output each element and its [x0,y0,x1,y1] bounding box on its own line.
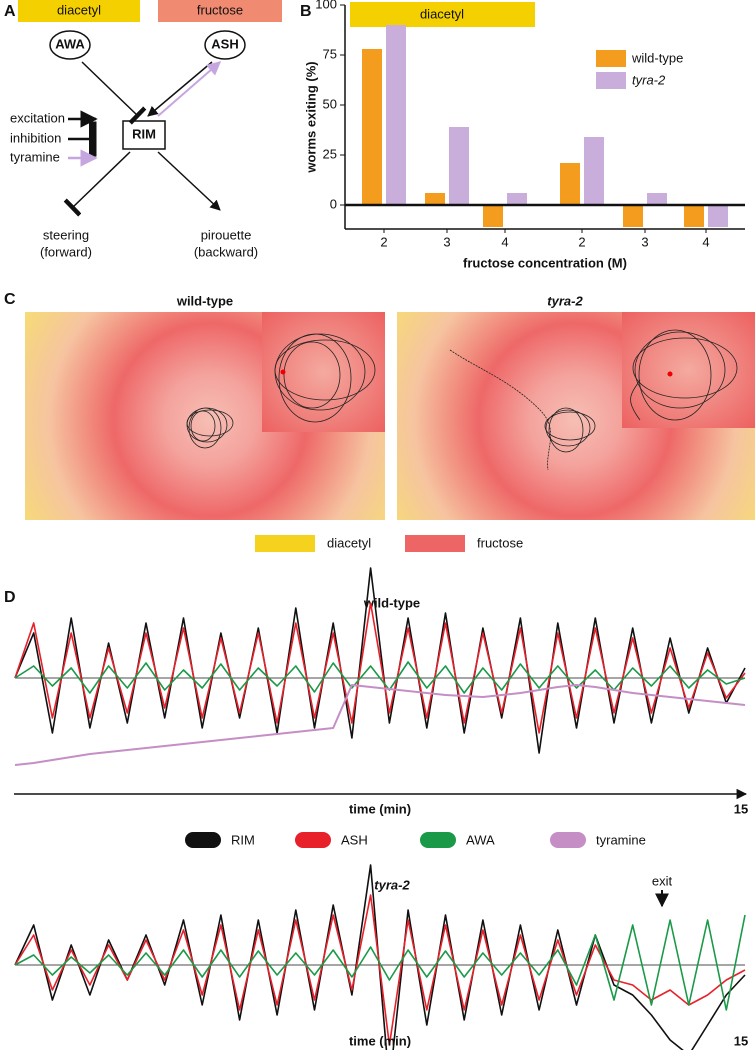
panel-label: D [4,589,16,606]
image-title: tyra-2 [547,293,583,308]
inhibition-edge [81,61,147,125]
annotation-box [350,2,535,27]
y-tick-label: 0 [330,196,337,211]
y-axis-label: worms exiting (%) [303,61,318,173]
y-tick-label: 50 [323,96,337,111]
legend-swatch [550,832,586,848]
excitation-edge [147,61,213,117]
bar [560,163,580,205]
activity-trace [14,864,746,1050]
node [49,30,91,60]
bar [362,49,382,205]
stimulus-box [18,0,140,22]
activity-trace [14,661,746,694]
legend-label: AWA [466,832,495,847]
stimulus-box [158,0,282,22]
start-point [667,371,673,377]
legend-label: wild-type [631,50,683,65]
legend-label: excitation [10,110,65,125]
start-point [280,369,286,375]
legend-swatch [596,72,626,89]
inhibition-edge [63,151,131,217]
stimulus-label: fructose [197,2,243,17]
legend-swatch [255,535,315,552]
bar [425,193,445,205]
legend-label: tyra-2 [632,72,666,87]
bar [647,193,667,205]
y-tick-label: 25 [323,146,337,161]
legend-swatch [596,50,626,67]
legend-swatch [420,832,456,848]
tyramine-trace [14,684,746,766]
bar [386,25,406,205]
node-label: ASH [211,36,238,51]
x-tick-label: 15 [734,1033,748,1048]
bar [684,205,704,227]
output-label: steering [43,227,89,242]
panel-label: B [300,3,312,20]
node-label: AWA [55,36,85,51]
trajectory [186,329,738,471]
legend-swatch [295,832,331,848]
legend-swatch [405,535,465,552]
x-axis-label: time (min) [349,801,411,816]
legend-label: ASH [341,832,368,847]
legend-label: diacetyl [327,535,371,550]
node [204,30,246,60]
y-tick-label: 100 [315,0,337,11]
x-axis-label: time (min) [349,1033,411,1048]
activity-trace [14,602,746,734]
x-tick-label: 3 [641,234,648,249]
output-label: (backward) [194,244,258,259]
output-label: pirouette [201,227,252,242]
node-label: RIM [132,126,156,141]
x-tick-label: 3 [443,234,450,249]
legend-label: inhibition [10,130,61,145]
legend-label: RIM [231,832,255,847]
bar [483,205,503,227]
legend-label: fructose [477,535,523,550]
trace-title: wild-type [363,595,420,610]
x-axis-label: fructose concentration (M) [463,255,627,270]
x-tick-label: 4 [501,234,508,249]
bar [507,193,527,205]
stimulus-label: diacetyl [57,2,101,17]
activity-trace [14,894,746,1046]
legend-label: tyramine [596,832,646,847]
bar [584,137,604,205]
x-tick-label: 2 [578,234,585,249]
legend-label: tyramine [10,149,60,164]
inset-image [262,312,385,432]
bar [708,205,728,227]
tyramine-edge [157,61,222,117]
x-tick-label: 2 [380,234,387,249]
trace-title: tyra-2 [374,877,410,892]
excitation-edge [157,151,221,211]
image-title: wild-type [176,293,233,308]
inset-image [622,312,755,428]
x-tick-label: 4 [702,234,709,249]
legend-swatch [185,832,221,848]
bar [449,127,469,205]
panel-label: A [4,3,16,20]
annotation: exit [652,873,673,888]
panel-label: C [4,291,16,308]
activity-trace [14,914,746,1011]
x-tick-label: 15 [734,801,748,816]
annotation: diacetyl [420,6,464,21]
output-label: (forward) [40,244,92,259]
y-tick-label: 75 [323,46,337,61]
bar [623,205,643,227]
